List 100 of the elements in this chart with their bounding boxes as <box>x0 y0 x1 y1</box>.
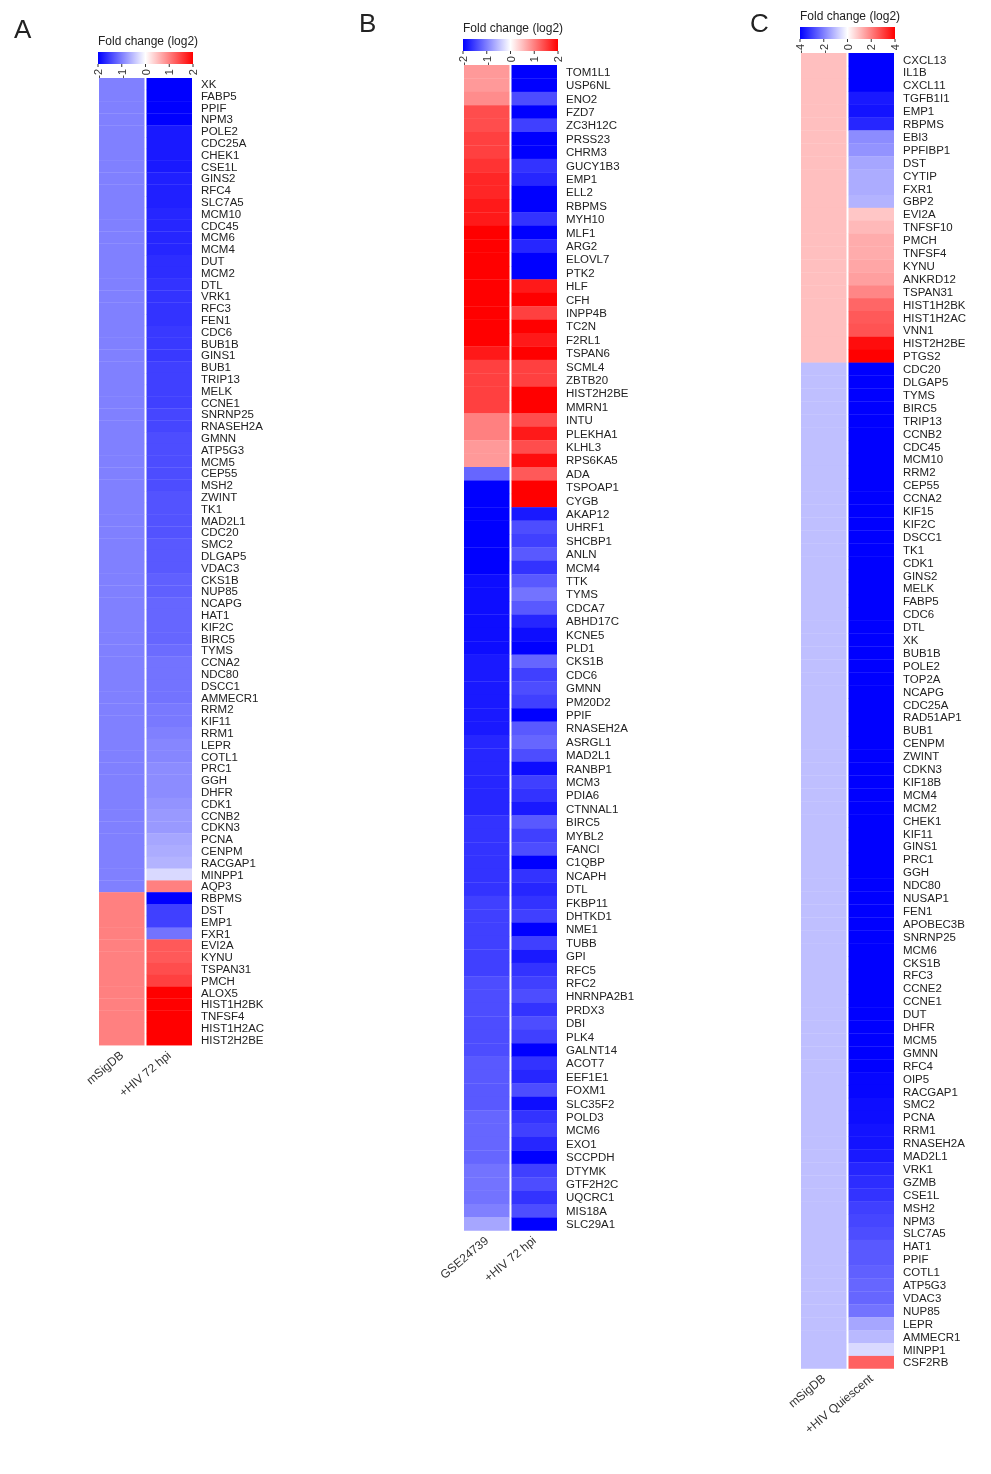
y-tick-label: GMNN <box>201 431 237 444</box>
y-tick-label: PRDX3 <box>566 1003 605 1016</box>
y-tick-label: CKS1B <box>566 655 604 668</box>
color-bar-label: 2 <box>187 69 199 76</box>
y-tick-label: MAD2L1 <box>903 1150 948 1163</box>
y-tick-label: CDC45 <box>903 440 941 453</box>
y-tick-label: SNRNP25 <box>903 930 956 943</box>
y-tick-label: TGFB1I1 <box>903 92 950 105</box>
y-tick-label: EMP1 <box>201 915 233 928</box>
y-tick-label: RRM2 <box>903 466 936 479</box>
y-tick-label: IL1B <box>903 66 927 79</box>
y-tick-label: CCNB2 <box>903 427 942 440</box>
chart-title: B <box>359 8 377 39</box>
y-tick-label: RANBP1 <box>566 762 612 775</box>
y-tick-label: PLK4 <box>566 1030 595 1043</box>
y-tick-label: DTL <box>201 278 223 291</box>
y-tick-label: TRIP13 <box>201 372 240 385</box>
y-tick-label: HAT1 <box>201 608 230 621</box>
y-tick-label: AQP3 <box>201 880 232 893</box>
y-tick-label: HIST2H2BE <box>903 337 966 350</box>
y-tick-label: PM20D2 <box>566 695 611 708</box>
color-bar-label: 4 <box>889 44 901 51</box>
y-tick-label: CDKN3 <box>201 821 240 834</box>
y-tick-label: GGH <box>903 866 930 879</box>
y-tick-label: GINS1 <box>201 349 236 362</box>
y-tick-label: CDC25A <box>201 136 247 149</box>
y-tick-label: DHFR <box>201 785 233 798</box>
y-tick-label: MCM2 <box>201 266 235 279</box>
y-tick-label: RNASEH2A <box>201 420 264 433</box>
y-tick-label: POLE2 <box>903 659 941 672</box>
y-tick-label: RRM2 <box>201 703 234 716</box>
color-bar-label: 2 <box>865 44 878 51</box>
y-tick-label: ANLN <box>566 548 597 561</box>
color-bar-label: -4 <box>794 44 806 54</box>
y-tick-label: CXCL11 <box>903 79 946 92</box>
y-tick-label: MAD2L1 <box>566 749 611 762</box>
y-tick-label: CDC6 <box>903 608 935 621</box>
y-tick-label: GTF2H2C <box>566 1177 619 1190</box>
y-tick-label: RFC4 <box>903 1059 934 1072</box>
y-tick-label: RRM1 <box>903 1124 936 1137</box>
y-tick-label: HLF <box>566 280 588 293</box>
y-tick-label: TYMS <box>566 588 599 601</box>
y-tick-label: MAD2L1 <box>201 514 246 527</box>
y-tick-label: MCM6 <box>201 231 235 244</box>
y-tick-label: AKAP12 <box>566 507 610 520</box>
y-tick-label: FEN1 <box>903 904 933 917</box>
y-tick-label: MCM10 <box>903 453 944 466</box>
y-tick-label: NUP85 <box>903 1304 941 1317</box>
y-tick-label: LEPR <box>201 738 232 751</box>
y-tick-label: BIRC5 <box>903 401 937 414</box>
y-tick-label: GGH <box>201 774 228 787</box>
y-tick-label: FEN1 <box>201 313 231 326</box>
y-tick-label: NCAPG <box>903 685 944 698</box>
y-tick-label: MCM4 <box>903 788 938 801</box>
y-tick-label: RFC4 <box>201 184 232 197</box>
y-tick-label: PCNA <box>201 833 234 846</box>
y-tick-label: TSPAN31 <box>903 285 954 298</box>
color-bar-label: -2 <box>817 44 830 54</box>
y-tick-label: EVI2A <box>903 208 936 221</box>
y-tick-label: TC2N <box>566 320 596 333</box>
y-tick-label: FOXM1 <box>566 1084 606 1097</box>
y-tick-label: CDKN3 <box>903 763 942 776</box>
y-tick-label: INPP4B <box>566 306 608 319</box>
y-tick-label: MCM6 <box>566 1124 600 1137</box>
y-tick-label: DTL <box>566 883 588 896</box>
y-tick-label: MYBL2 <box>566 829 604 842</box>
y-tick-label: GPI <box>566 950 586 963</box>
y-tick-label: RFC3 <box>903 969 933 982</box>
y-tick-label: GINS2 <box>903 569 938 582</box>
y-tick-label: CYGB <box>566 494 599 507</box>
y-tick-label: ELL2 <box>566 186 593 199</box>
color-bar-label: -1 <box>480 56 493 66</box>
y-tick-label: KLHL3 <box>566 440 602 453</box>
y-tick-label: DUT <box>903 1008 927 1021</box>
y-tick-label: ELOVL7 <box>566 253 610 266</box>
color-bar-label: 0 <box>841 44 854 51</box>
color-bar-label: -1 <box>115 69 128 79</box>
color-bar-label: 1 <box>528 56 541 63</box>
y-tick-label: NPM3 <box>903 1214 935 1227</box>
y-tick-label: RFC2 <box>566 976 596 989</box>
y-tick-label: GINS1 <box>903 840 938 853</box>
y-tick-label: MELK <box>903 582 935 595</box>
y-tick-label: ATP5G3 <box>903 1279 947 1292</box>
y-tick-label: DTL <box>903 621 925 634</box>
y-tick-label: HIST2H2BE <box>566 387 629 400</box>
y-tick-label: OIP5 <box>903 1072 930 1085</box>
y-tick-label: KIF11 <box>201 715 231 728</box>
y-tick-label: ACOT7 <box>566 1057 605 1070</box>
y-tick-label: NUSAP1 <box>903 892 949 905</box>
y-tick-label: CDC20 <box>903 363 941 376</box>
y-tick-label: PPIF <box>566 708 592 721</box>
y-tick-label: KYNU <box>903 259 935 272</box>
y-tick-label: PDIA6 <box>566 789 600 802</box>
color-bar-title: Fold change (log2) <box>800 9 901 23</box>
y-tick-label: GINS2 <box>201 172 236 185</box>
y-tick-label: FANCI <box>566 842 600 855</box>
y-tick-label: CDC45 <box>201 219 239 232</box>
y-tick-label: RPS6KA5 <box>566 454 618 467</box>
y-tick-label: KIF2C <box>201 620 234 633</box>
y-tick-label: F2RL1 <box>566 333 601 346</box>
